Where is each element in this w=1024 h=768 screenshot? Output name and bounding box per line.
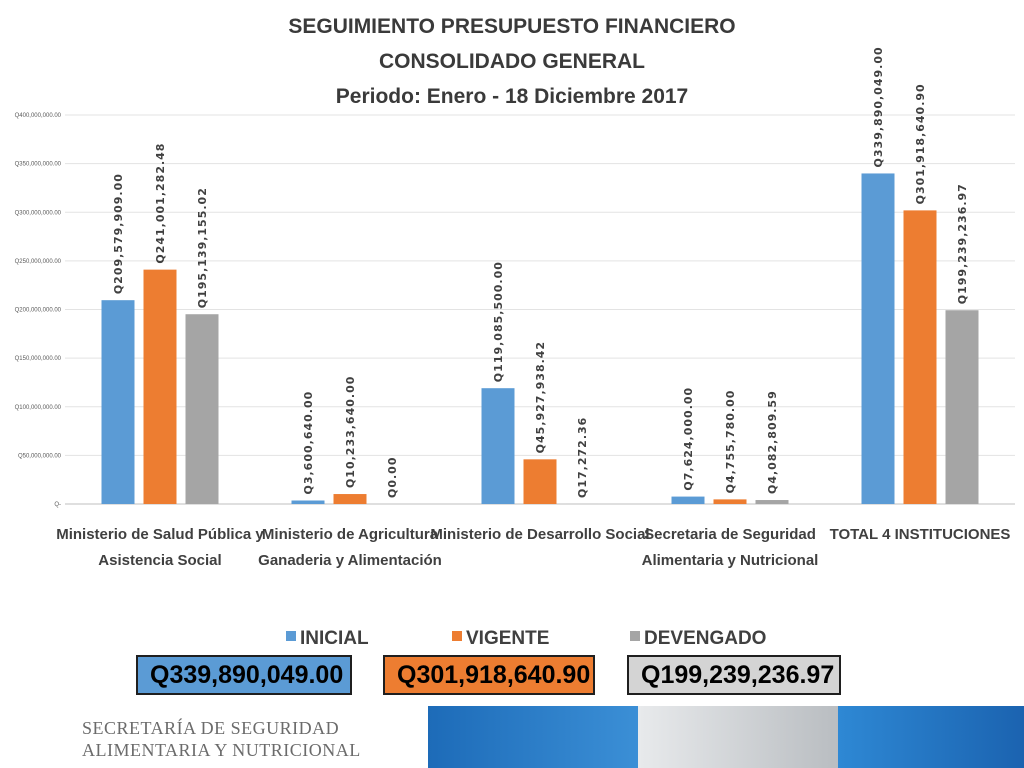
title-line-0: SEGUIMIENTO PRESUPUESTO FINANCIERO	[288, 15, 735, 38]
data-label: Q10,233,640.00	[344, 376, 357, 488]
total-devengado-currency: Q	[641, 660, 661, 689]
title-line-1: CONSOLIDADO GENERAL	[379, 50, 645, 73]
bar-vigente-4	[903, 210, 937, 504]
category-label: Ganaderia y Alimentación	[258, 552, 442, 569]
total-vigente-box: Q 301,918,640.90	[383, 655, 595, 695]
bar-devengado-4	[945, 310, 979, 504]
bar-inicial-0	[101, 300, 135, 504]
data-label: Q3,600,640.00	[302, 391, 315, 495]
data-label: Q7,624,000.00	[682, 387, 695, 491]
legend-label-inicial: INICIAL	[300, 628, 369, 649]
footer: SECRETARÍA DE SEGURIDAD ALIMENTARIA Y NU…	[0, 706, 1024, 768]
data-label: Q209,579,909.00	[112, 173, 125, 294]
category-label: Ministerio de Salud Pública y	[56, 526, 264, 543]
bar-vigente-3	[713, 499, 747, 504]
total-devengado-amount: 199,239,236.97	[660, 660, 835, 689]
bar-vigente-1	[333, 494, 367, 504]
y-tick-label: Q250,000,000.00	[15, 259, 62, 265]
total-inicial-box: Q 339,890,049.00	[136, 655, 352, 695]
legend-label-vigente: VIGENTE	[466, 628, 549, 649]
y-tick-label: Q100,000,000.00	[15, 405, 62, 411]
category-label: Ministerio de Agricultura	[262, 526, 439, 543]
bars	[101, 173, 979, 505]
data-label: Q0.00	[386, 457, 399, 499]
data-label: Q301,918,640.90	[914, 83, 927, 204]
data-labels: Q209,579,909.00 Q241,001,282.48 Q195,139,1…	[112, 46, 969, 498]
footer-org-line2: ALIMENTARIA Y NUTRICIONAL	[82, 740, 361, 760]
bar-vigente-0	[143, 269, 177, 504]
bar-vigente-2	[523, 459, 557, 504]
title-line-2: Periodo: Enero - 18 Diciembre 2017	[336, 85, 688, 108]
category-label: Alimentaria y Nutricional	[642, 552, 819, 569]
bar-inicial-1	[291, 500, 325, 504]
data-label: Q195,139,155.02	[196, 187, 209, 308]
bar-devengado-0	[185, 314, 219, 504]
total-inicial-amount: 339,890,049.00	[169, 660, 344, 689]
y-tick-label: Q-	[54, 502, 61, 508]
total-inicial-currency: Q	[150, 660, 170, 689]
bar-inicial-2	[481, 388, 515, 504]
legend-swatch-vigente	[452, 631, 462, 641]
footer-band-blue-right	[838, 706, 1024, 768]
data-label: Q17,272.36	[576, 417, 589, 498]
y-tick-label: Q200,000,000.00	[15, 308, 62, 314]
chart-title: SEGUIMIENTO PRESUPUESTO FINANCIERO CONSOL…	[288, 15, 735, 108]
footer-band-silver	[638, 706, 838, 768]
budget-chart: SEGUIMIENTO PRESUPUESTO FINANCIERO CONSOL…	[15, 15, 1015, 649]
y-tick-label: Q300,000,000.00	[15, 210, 62, 216]
y-axis-ticks: Q- Q50,000,000.00 Q100,000,000.00 Q150,000,…	[15, 113, 62, 508]
footer-band-blue-left	[428, 706, 638, 768]
y-tick-label: Q350,000,000.00	[15, 162, 62, 168]
legend-swatch-inicial	[286, 631, 296, 641]
category-label: Secretaria de Seguridad	[644, 526, 816, 543]
data-label: Q4,082,809.59	[766, 390, 779, 494]
bar-inicial-3	[671, 496, 705, 504]
legend: INICIAL VIGENTE DEVENGADO	[286, 628, 766, 649]
data-label: Q339,890,049.00	[872, 46, 885, 167]
data-label: Q199,239,236.97	[956, 183, 969, 304]
x-axis-categories: Ministerio de Salud Pública y Asistencia …	[56, 526, 1010, 569]
data-label: Q241,001,282.48	[154, 143, 167, 264]
data-label: Q45,927,938.42	[534, 341, 547, 453]
y-tick-label: Q400,000,000.00	[15, 113, 62, 119]
total-devengado-box: Q 199,239,236.97	[627, 655, 841, 695]
bar-devengado-3	[755, 500, 789, 504]
legend-label-devengado: DEVENGADO	[644, 628, 766, 649]
category-label: Ministerio de Desarrollo Social	[430, 526, 649, 543]
total-vigente-amount: 301,918,640.90	[416, 660, 591, 689]
category-label: Asistencia Social	[98, 552, 221, 569]
data-label: Q119,085,500.00	[492, 261, 505, 382]
gridlines	[65, 114, 1015, 505]
bar-inicial-4	[861, 173, 895, 505]
data-label: Q4,755,780.00	[724, 390, 737, 494]
total-vigente-currency: Q	[397, 660, 417, 689]
y-tick-label: Q150,000,000.00	[15, 356, 62, 362]
category-label: TOTAL 4 INSTITUCIONES	[830, 526, 1011, 543]
y-tick-label: Q50,000,000.00	[18, 453, 62, 459]
legend-swatch-devengado	[630, 631, 640, 641]
footer-org-line1: SECRETARÍA DE SEGURIDAD	[82, 718, 340, 738]
